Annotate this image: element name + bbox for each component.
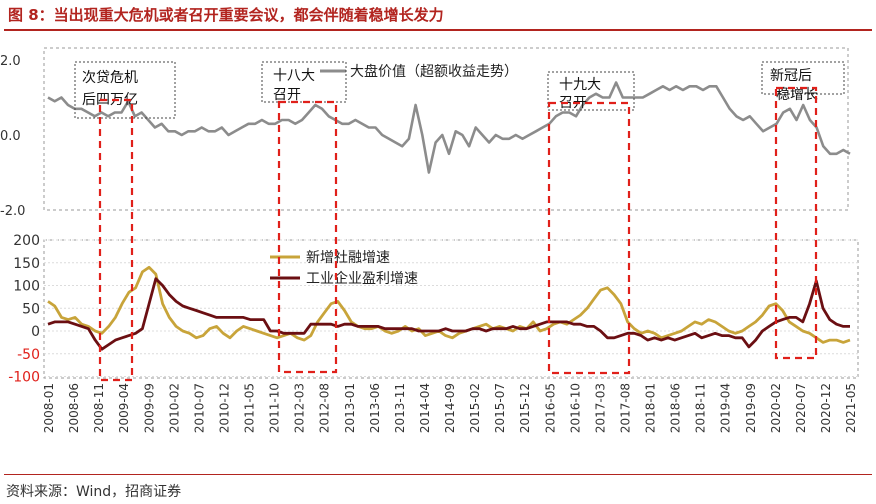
legend-label-profit: 工业企业盈利增速 xyxy=(306,270,418,287)
annotation-box-2: 十八大 召开 xyxy=(261,61,347,103)
figure-title: 图 8：当出现重大危机或者召开重要会议，都会伴随着稳增长发力 xyxy=(8,6,444,24)
x-tick-label: 2014-09 xyxy=(443,383,457,433)
x-tick-label: 2008-01 xyxy=(42,383,56,433)
bottom-y-tick-label: 200 xyxy=(13,233,40,249)
x-axis-labels: 2008-01 2008-06 2008-11 2009-04 2009-09 2010-… xyxy=(42,383,858,433)
series-line-tsf-growth xyxy=(47,265,851,344)
bottom-y-tick-label: 100 xyxy=(13,279,40,295)
annotation-1-line2: 后四万亿 xyxy=(82,92,138,108)
x-tick-label: 2010-02 xyxy=(167,383,181,433)
x-tick-label: 2008-06 xyxy=(67,383,81,433)
x-tick-label: 2016-10 xyxy=(568,383,582,433)
x-tick-label: 2014-04 xyxy=(418,383,432,433)
annotation-2-line2: 召开 xyxy=(273,87,301,103)
bottom-y-tick-label: 50 xyxy=(22,301,40,317)
x-tick-label: 2019-04 xyxy=(719,383,733,433)
bottom-y-tick-label: -100 xyxy=(8,370,40,386)
highlight-covid xyxy=(774,86,818,360)
x-tick-label: 2015-02 xyxy=(468,383,482,433)
x-tick-label: 2019-09 xyxy=(744,383,758,433)
highlight-regions xyxy=(98,86,818,382)
legend-label-tsf: 新增社融增速 xyxy=(306,250,390,266)
top-y-tick-label: -2.0 xyxy=(0,204,25,219)
x-tick-label: 2010-07 xyxy=(192,383,206,433)
source-note: 资料来源：Wind，招商证券 xyxy=(6,484,182,500)
x-tick-label: 2020-02 xyxy=(769,383,783,433)
title-divider xyxy=(4,29,872,31)
annotation-box-4: 新冠后 稳增长 xyxy=(761,61,845,103)
bottom-y-axis: 200 150 100 50 0 -50 -100 xyxy=(8,233,40,386)
x-tick-label: 2018-01 xyxy=(644,383,658,433)
series-layer xyxy=(47,81,851,351)
x-tick-label: 2011-05 xyxy=(243,383,257,433)
annotation-1-line1: 次贷危机 xyxy=(82,70,138,86)
x-tick-label: 2018-11 xyxy=(694,383,708,433)
x-tick-label: 2021-05 xyxy=(844,383,858,433)
top-panel-frame xyxy=(43,47,849,211)
annotation-4-line1: 新冠后 xyxy=(770,68,812,84)
bottom-panel-frame xyxy=(43,239,859,379)
x-tick-label: 2017-03 xyxy=(593,383,607,433)
series-line-profit-growth xyxy=(47,277,850,351)
x-tick-label: 2020-07 xyxy=(794,383,808,433)
x-tick-label: 2017-08 xyxy=(618,383,632,433)
x-tick-label: 2009-09 xyxy=(142,383,156,433)
x-tick-label: 2013-01 xyxy=(343,383,357,433)
legend-bottom: 新增社融增速 工业企业盈利增速 xyxy=(270,250,418,287)
x-tick-label: 2013-11 xyxy=(393,383,407,433)
x-tick-label: 2010-12 xyxy=(217,383,231,433)
x-tick-label: 2012-08 xyxy=(318,383,332,433)
x-tick-label: 2016-05 xyxy=(543,383,557,433)
top-y-axis: 2.0 0.0 -2.0 xyxy=(0,54,25,219)
x-tick-label: 2015-12 xyxy=(518,383,532,433)
series-line-value-excess xyxy=(47,81,851,174)
annotation-3-line1: 十九大 xyxy=(559,77,601,93)
top-y-tick-label: 2.0 xyxy=(0,54,21,69)
x-tick-label: 2008-11 xyxy=(92,383,106,433)
annotation-box-1: 次贷危机 后四万亿 xyxy=(74,61,176,119)
bottom-y-tick-label: 150 xyxy=(13,256,40,272)
x-tick-label: 2012-03 xyxy=(293,383,307,433)
highlight-18th-congress xyxy=(277,100,338,374)
x-tick-label: 2020-12 xyxy=(819,383,833,433)
x-tick-label: 2015-07 xyxy=(493,383,507,433)
x-tick-label: 2009-04 xyxy=(117,383,131,433)
highlight-19th-congress xyxy=(547,101,631,375)
bottom-y-tick-label: 0 xyxy=(31,324,40,340)
annotation-2-line1: 十八大 xyxy=(273,68,315,84)
legend-label-value: 大盘价值（超额收益走势） xyxy=(350,63,518,80)
x-tick-label: 2011-10 xyxy=(268,383,282,433)
highlight-2008-crisis xyxy=(98,98,134,382)
top-y-tick-label: 0.0 xyxy=(0,129,21,144)
source-divider xyxy=(4,474,872,475)
legend-top: 大盘价值（超额收益走势） xyxy=(320,63,518,80)
bottom-y-tick-label: -50 xyxy=(17,347,40,363)
x-tick-label: 2013-06 xyxy=(368,383,382,433)
x-tick-label: 2018-06 xyxy=(669,383,683,433)
annotation-4-line2: 稳增长 xyxy=(776,87,818,103)
